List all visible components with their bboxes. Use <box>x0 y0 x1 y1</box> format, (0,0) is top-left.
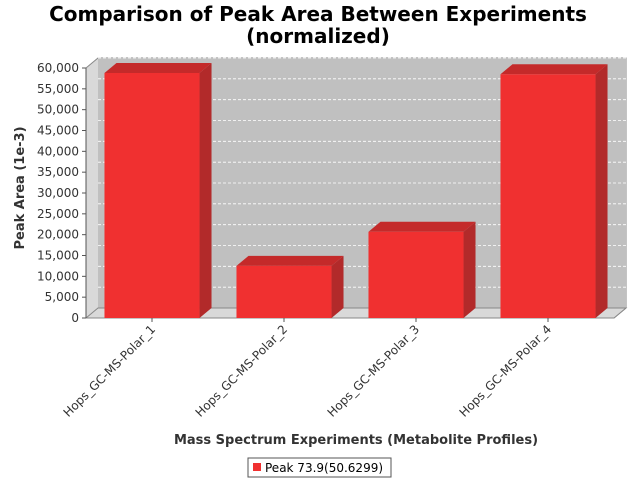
legend-entry: Peak 73.9(50.6299) <box>265 461 383 475</box>
bar <box>500 74 596 318</box>
y-tick-label: 30,000 <box>37 186 79 200</box>
bar-side <box>199 63 212 318</box>
y-axis-label: Peak Area (1e-3) <box>13 126 28 249</box>
y-tick-label: 5,000 <box>45 290 79 304</box>
bar <box>368 231 464 318</box>
y-tick-label: 0 <box>71 311 79 325</box>
legend-box <box>247 457 392 478</box>
bar-top <box>104 63 212 73</box>
y-tick-label: 60,000 <box>37 61 79 75</box>
legend: Peak 73.9(50.6299) <box>247 457 392 478</box>
bar-side <box>331 255 344 318</box>
y-tick-label: 45,000 <box>37 124 79 138</box>
y-tick-label: 25,000 <box>37 207 79 221</box>
y-tick-label: 50,000 <box>37 103 79 117</box>
x-tick-label: Hops_GC-MS-Polar_3 <box>325 322 423 420</box>
legend-swatch <box>253 463 261 471</box>
y-tick-label: 55,000 <box>37 82 79 96</box>
y-tick-label: 10,000 <box>37 269 79 283</box>
chart-title-line-1: Comparison of Peak Area Between Experime… <box>49 2 587 26</box>
y-tick-label: 40,000 <box>37 144 79 158</box>
y-tick-label: 15,000 <box>37 249 79 263</box>
bar-top <box>500 64 608 75</box>
x-tick-label: Hops_GC-MS-Polar_1 <box>61 322 159 420</box>
x-axis-label: Mass Spectrum Experiments (Metabolite Pr… <box>174 433 538 448</box>
x-tick-label: Hops_GC-MS-Polar_4 <box>457 322 555 420</box>
bar-side <box>595 64 608 318</box>
bar-side <box>463 221 476 318</box>
chart-title-line-2: (normalized) <box>246 24 390 48</box>
y-tick-label: 20,000 <box>37 228 79 242</box>
bar-top <box>368 221 476 232</box>
x-tick-label: Hops_GC-MS-Polar_2 <box>193 322 291 420</box>
bar <box>104 73 200 318</box>
bar-top <box>236 255 344 266</box>
plot-area: 0 5,000 10,000 15,000 20,000 25,000 30,000 35,0… <box>37 57 628 420</box>
y-tick-label: 35,000 <box>37 165 79 179</box>
bar <box>236 265 332 318</box>
